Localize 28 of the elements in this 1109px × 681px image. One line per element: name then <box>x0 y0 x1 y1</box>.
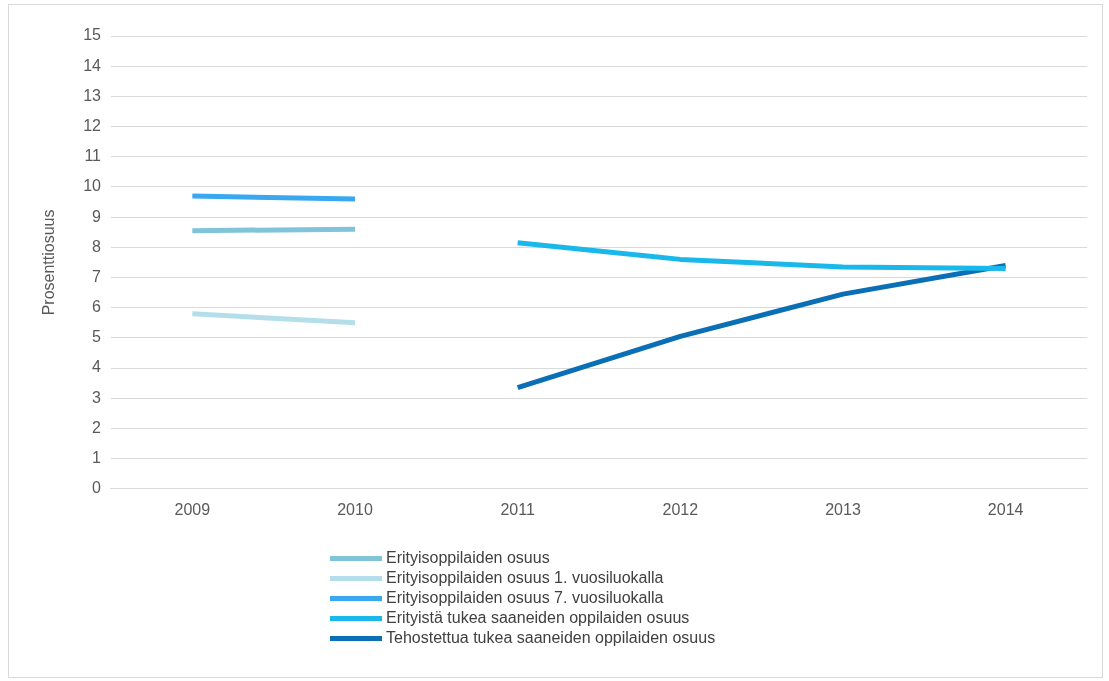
y-tick-label: 0 <box>92 479 102 497</box>
y-tick-label: 9 <box>92 207 102 225</box>
y-tick-label: 12 <box>83 116 102 134</box>
y-tick-label: 15 <box>83 26 102 44</box>
y-tick-label: 14 <box>83 56 102 74</box>
x-tick-label: 2011 <box>500 500 535 518</box>
legend-label: Erityistä tukea saaneiden oppilaiden osuus <box>386 609 690 627</box>
y-tick-label: 13 <box>83 86 102 104</box>
y-axis-title: Prosenttiosuus <box>40 209 58 316</box>
legend-label: Erityisoppilaiden osuus <box>386 549 550 567</box>
legend-label: Erityisoppilaiden osuus 1. vuosiluokalla <box>386 569 664 587</box>
y-tick-label: 1 <box>92 449 102 467</box>
x-tick-label: 2013 <box>825 500 861 518</box>
y-tick-label: 10 <box>83 177 102 195</box>
y-tick-label: 7 <box>92 267 102 285</box>
legend-label: Tehostettua tukea saaneiden oppilaiden osuus <box>386 629 716 647</box>
y-tick-label: 3 <box>92 388 102 406</box>
y-tick-label: 6 <box>92 298 102 316</box>
x-tick-label: 2009 <box>174 500 211 518</box>
y-tick-label: 11 <box>84 147 102 165</box>
y-tick-label: 5 <box>92 328 102 346</box>
x-tick-label: 2010 <box>337 500 373 518</box>
x-tick-label: 2012 <box>662 500 699 518</box>
y-tick-label: 2 <box>92 418 102 436</box>
y-tick-label: 4 <box>92 358 102 376</box>
y-tick-label: 8 <box>92 237 102 255</box>
legend-label: Erityisoppilaiden osuus 7. vuosiluokalla <box>386 589 664 607</box>
x-tick-label: 2014 <box>987 500 1024 518</box>
